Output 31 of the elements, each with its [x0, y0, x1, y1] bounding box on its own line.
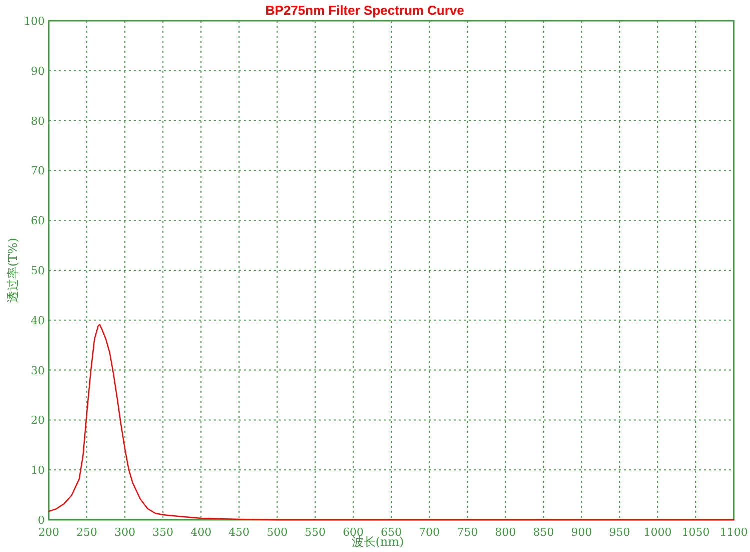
x-tick-label: 200 [38, 526, 60, 539]
y-tick-label: 60 [31, 214, 45, 228]
x-tick-label: 300 [114, 526, 136, 539]
x-tick-label: 900 [571, 526, 592, 539]
y-tick-label: 50 [31, 264, 45, 278]
x-tick-label: 250 [76, 526, 98, 539]
x-tick-label: 950 [609, 526, 630, 539]
x-tick-label: 450 [228, 526, 250, 539]
x-tick-label: 750 [457, 526, 478, 539]
x-tick-label: 1100 [720, 526, 748, 539]
x-tick-label: 550 [304, 526, 326, 539]
y-tick-label: 70 [31, 164, 45, 178]
y-tick-label: 90 [31, 64, 45, 78]
y-tick-label: 10 [31, 464, 45, 478]
y-tick-label: 20 [31, 414, 45, 428]
y-tick-label: 0 [38, 514, 45, 527]
x-tick-label: 400 [190, 526, 212, 539]
y-tick-label: 30 [31, 364, 45, 378]
x-tick-label: 1050 [682, 526, 710, 539]
line-series [48, 324, 735, 521]
chart-title: BP275nm Filter Spectrum Curve [266, 3, 464, 18]
x-tick-label: 350 [152, 526, 174, 539]
y-tick-label: 80 [31, 114, 45, 128]
x-tick-label: 700 [419, 526, 440, 539]
y-axis-title: 透过率(T%) [6, 238, 20, 303]
x-tick-label: 800 [495, 526, 516, 539]
x-tick-label: 850 [533, 526, 554, 539]
y-tick-label: 40 [31, 314, 45, 328]
y-tick-label: 100 [24, 15, 45, 28]
x-tick-label: 500 [266, 526, 288, 539]
x-tick-label: 1000 [644, 526, 672, 539]
